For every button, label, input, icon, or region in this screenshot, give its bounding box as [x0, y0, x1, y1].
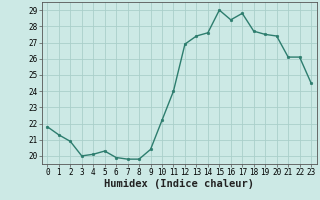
X-axis label: Humidex (Indice chaleur): Humidex (Indice chaleur): [104, 179, 254, 189]
